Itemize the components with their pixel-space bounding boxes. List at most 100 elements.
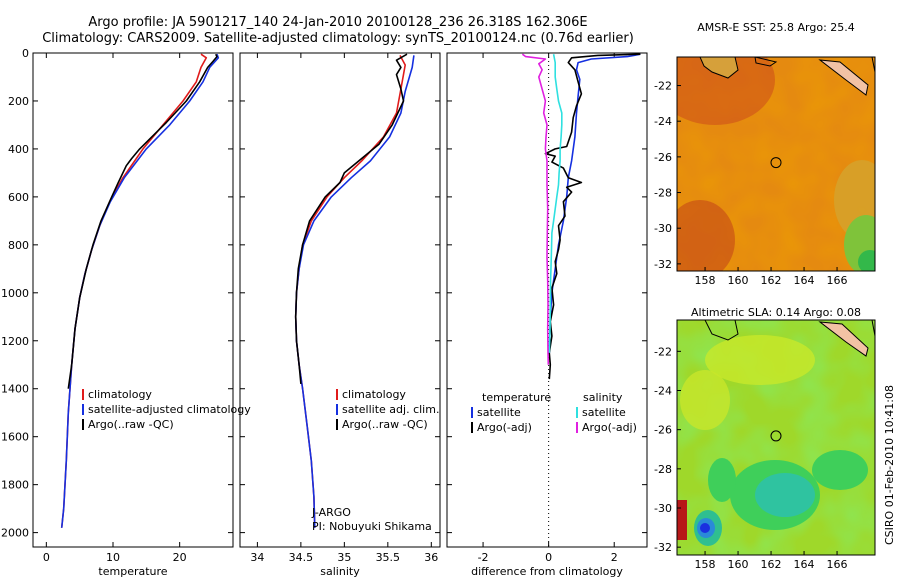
sst-lon-tick-label: 160	[728, 274, 749, 287]
sst-cool-patch-green-core	[858, 250, 875, 271]
temperature-profile-panel: 0 10 20 temperature 0 200 400 600 800 1000 1200 140…	[1, 47, 251, 578]
sst-lon-tick-label: 164	[794, 274, 815, 287]
difference-series-salinity-satellite	[548, 54, 563, 353]
depth-tick-label: 400	[8, 143, 29, 156]
difference-legend-label: Argo(-adj)	[477, 421, 532, 434]
sst-coast-north	[699, 57, 739, 79]
sla-lon-tick-label: 160	[728, 558, 749, 571]
sst-warm-patch-north	[677, 57, 775, 125]
depth-tick-label: 1000	[1, 287, 29, 300]
depth-tick-label: 1200	[1, 335, 29, 348]
difference-series-salinity-argo-adj	[521, 53, 550, 365]
sla-low-patch-west	[708, 458, 736, 502]
sst-argo-location-marker	[770, 157, 782, 169]
sst-lon-tick-label: 158	[695, 274, 716, 287]
temperature-series-argo-raw-qc	[67, 53, 218, 389]
depth-tick-label: 2000	[1, 527, 29, 540]
sla-min-core	[700, 523, 710, 533]
sst-lat-tick-label: -22	[654, 80, 672, 93]
sla-low-patch-east	[812, 450, 868, 490]
figure-title-line2: Climatology: CARS2009. Satellite-adjuste…	[42, 31, 634, 46]
sst-map-frame	[676, 56, 876, 272]
sla-lon-tick-label: 162	[761, 558, 782, 571]
temperature-xlabel: temperature	[98, 565, 167, 578]
sla-lon-tick-label: 164	[794, 558, 815, 571]
difference-xtick-label: 2	[611, 551, 618, 564]
temperature-series-climatology	[60, 53, 208, 528]
sla-lon-tick-label: 166	[827, 558, 848, 571]
difference-xtick-label: -2	[478, 551, 489, 564]
sst-lat-tick-label: -28	[654, 187, 672, 200]
difference-series-temperature-satellite	[548, 53, 641, 353]
sst-map-panel: AMSR-E SST: 25.8 Argo: 25.4 158 160 162 164…	[654, 21, 876, 287]
temperature-xtick-label: 0	[43, 551, 50, 564]
sst-lat-tick-label: -26	[654, 151, 672, 164]
sla-coast-east	[862, 320, 875, 337]
salinity-xtick-label: 34.5	[289, 551, 314, 564]
sla-lat-tick-label: -32	[654, 541, 672, 554]
sst-lon-tick-label: 162	[761, 274, 782, 287]
sla-lat-tick-label: -28	[654, 463, 672, 476]
sst-warm-patch-southwest	[677, 200, 735, 271]
sst-lat-tick-label: -30	[654, 222, 672, 235]
temperature-legend-label: climatology	[88, 388, 152, 401]
difference-legend-heading: temperature	[482, 391, 551, 404]
depth-tick-label: 1600	[1, 431, 29, 444]
salinity-xtick-label: 35.5	[376, 551, 401, 564]
sst-map-title: AMSR-E SST: 25.8 Argo: 25.4	[697, 21, 855, 34]
sla-argo-location-marker	[770, 430, 782, 442]
temperature-xtick-label: 10	[106, 551, 120, 564]
salinity-xtick-label: 34	[250, 551, 264, 564]
salinity-axes-frame	[239, 52, 441, 548]
salinity-series-satellite-adj-clim	[294, 55, 415, 528]
salinity-legend-label: Argo(..raw -QC)	[342, 418, 428, 431]
sla-lat-tick-label: -22	[654, 345, 672, 358]
sla-lat-tick-label: -26	[654, 424, 672, 437]
salinity-profile-panel: 34 34.5 35 35.5 36 salinity climatology satelli…	[239, 52, 441, 578]
sla-map-panel: Altimetric SLA: 0.14 Argo: 0.08 158 160 16…	[654, 306, 876, 571]
salinity-annotation-line: PI: Nobuyuki Shikama	[312, 520, 432, 533]
depth-tick-label: 800	[8, 239, 29, 252]
figure-title-line1: Argo profile: JA 5901217_140 24-Jan-2010…	[88, 15, 587, 30]
salinity-legend-label: satellite adj. clim.	[342, 403, 439, 416]
sla-high-patch-west	[680, 370, 730, 430]
difference-legend-heading: salinity	[583, 391, 623, 404]
difference-xlabel: difference from climatology	[471, 565, 623, 578]
temperature-series-satellite-adjusted-climatology	[60, 53, 220, 528]
sst-reef-outline	[754, 57, 778, 67]
salinity-xtick-label: 36	[424, 551, 438, 564]
sla-lat-tick-label: -30	[654, 502, 672, 515]
difference-legend-label: satellite	[477, 406, 521, 419]
sla-lat-tick-label: -24	[654, 385, 672, 398]
sla-map-title: Altimetric SLA: 0.14 Argo: 0.08	[691, 306, 861, 319]
sla-map-axes: 158 160 162 164 166 -22 -24 -26 -28 -30 -32	[654, 345, 848, 571]
depth-tick-label: 200	[8, 95, 29, 108]
salinity-xlabel: salinity	[320, 565, 360, 578]
salinity-xtick-label: 35	[337, 551, 351, 564]
difference-series-temperature-argo-adj	[544, 53, 641, 380]
sst-coast-east	[862, 57, 875, 73]
depth-tick-label: 600	[8, 191, 29, 204]
depth-tick-label: 1800	[1, 479, 29, 492]
sla-max-edge	[677, 500, 687, 540]
sst-lat-tick-label: -24	[654, 115, 672, 128]
sla-high-patch-north	[705, 335, 815, 385]
salinity-series-climatology	[294, 55, 407, 528]
sst-map-axes: 158 160 162 164 166 -22 -24 -26 -28 -30 -32	[654, 80, 848, 287]
sst-lon-tick-label: 166	[827, 274, 848, 287]
temperature-legend-label: satellite-adjusted climatology	[88, 403, 251, 416]
sla-lon-tick-label: 158	[695, 558, 716, 571]
depth-tick-label: 0	[22, 47, 29, 60]
temperature-xtick-label: 20	[173, 551, 187, 564]
difference-legend-label: Argo(-adj)	[582, 421, 637, 434]
sst-land-new-caledonia	[818, 59, 869, 96]
difference-xtick-label: 0	[545, 551, 552, 564]
side-timestamp-label: CSIRO 01-Feb-2010 10:41:08	[883, 385, 896, 545]
sst-lat-tick-label: -32	[654, 258, 672, 271]
temperature-legend-label: Argo(..raw -QC)	[88, 418, 174, 431]
difference-legend-label: satellite	[582, 406, 626, 419]
difference-axes-frame	[446, 52, 648, 548]
sla-map-frame	[676, 319, 876, 556]
